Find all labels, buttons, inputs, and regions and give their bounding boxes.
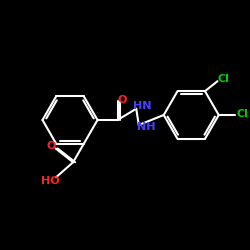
Text: NH: NH xyxy=(136,122,155,132)
Text: Cl: Cl xyxy=(218,74,230,84)
Text: O: O xyxy=(46,142,56,152)
Text: Cl: Cl xyxy=(236,109,248,119)
Text: O: O xyxy=(118,95,127,105)
Text: HO: HO xyxy=(40,176,59,186)
Text: HN: HN xyxy=(133,101,152,111)
